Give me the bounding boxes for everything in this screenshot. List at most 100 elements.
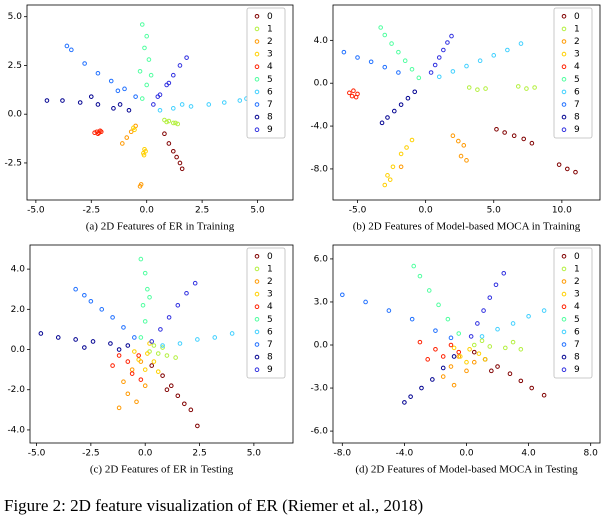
point	[188, 104, 194, 109]
point	[430, 377, 435, 382]
point	[340, 292, 345, 298]
point	[402, 58, 408, 64]
point	[82, 292, 87, 298]
point	[64, 43, 70, 49]
legend-box	[246, 7, 286, 139]
point	[417, 273, 423, 279]
point	[385, 115, 390, 120]
point	[125, 343, 131, 348]
point	[55, 335, 61, 340]
legend-marker	[254, 127, 260, 132]
point	[151, 343, 157, 348]
point	[129, 367, 135, 372]
point	[142, 319, 148, 324]
legend-label: 4	[574, 302, 580, 312]
legend-label: 7	[574, 100, 580, 110]
point	[147, 294, 152, 300]
point	[457, 354, 463, 359]
legend-marker	[254, 354, 260, 360]
point	[425, 357, 430, 362]
point	[142, 367, 148, 372]
point	[73, 286, 78, 292]
legend-marker	[254, 253, 260, 259]
plot-area	[44, 22, 249, 189]
point	[467, 347, 472, 352]
legend-label: 8	[574, 353, 580, 363]
point	[132, 349, 137, 354]
plot-area	[340, 263, 575, 405]
point	[177, 160, 183, 166]
point	[448, 364, 454, 369]
point	[175, 303, 181, 308]
point	[456, 349, 462, 355]
point	[487, 295, 493, 300]
subcaption: (d) 2D Features of Model-based MOCA in T…	[355, 464, 578, 476]
point	[389, 41, 394, 46]
legend-label: 1	[574, 264, 580, 274]
x-tick-label: -5.0	[28, 449, 46, 459]
point	[411, 263, 417, 269]
legend-marker	[561, 77, 567, 82]
legend-label: 2	[267, 277, 273, 287]
point	[121, 325, 126, 330]
point	[171, 72, 176, 78]
legend-marker	[561, 317, 567, 322]
legend-label: 7	[574, 340, 580, 350]
point	[188, 407, 194, 413]
point	[171, 106, 176, 111]
point	[155, 369, 161, 374]
legend-marker	[254, 89, 260, 95]
x-tick-label: 2.5	[192, 449, 206, 459]
legend-label: 6	[574, 87, 580, 97]
legend-label: 6	[574, 327, 580, 337]
legend-label: 9	[267, 125, 273, 135]
point	[529, 385, 534, 391]
legend-marker	[254, 39, 260, 44]
point	[440, 354, 446, 359]
point	[164, 353, 170, 358]
point	[450, 133, 456, 139]
point	[142, 45, 147, 51]
point	[69, 47, 74, 53]
point	[160, 343, 165, 348]
legend-label: 9	[574, 125, 580, 135]
point	[140, 303, 146, 308]
point	[526, 314, 531, 319]
legend-label: 1	[267, 264, 273, 274]
plot-area	[341, 25, 578, 188]
point	[458, 153, 464, 159]
point	[175, 121, 181, 127]
point	[445, 316, 451, 322]
point	[82, 61, 87, 66]
legend-marker	[254, 51, 260, 57]
point	[195, 423, 200, 429]
subcaption: (c) 2D Features of ER in Testing	[90, 464, 234, 476]
point	[511, 133, 517, 139]
point	[387, 177, 393, 182]
legend-label: 6	[267, 327, 273, 337]
point	[95, 102, 101, 107]
point	[175, 393, 181, 399]
point	[134, 399, 139, 405]
y-tick-label: -3.0	[310, 384, 328, 394]
x-tick-label: 5.0	[250, 206, 265, 216]
point	[491, 53, 497, 58]
point	[149, 363, 155, 368]
point	[182, 401, 187, 407]
point	[398, 151, 404, 157]
legend-label: 2	[574, 37, 580, 47]
point	[466, 85, 472, 90]
point	[495, 326, 500, 332]
point	[229, 331, 235, 336]
legend-label: 0	[574, 12, 580, 22]
point	[95, 131, 101, 136]
legend-label: 7	[267, 340, 273, 350]
point	[390, 164, 396, 170]
x-tick-label: 5.0	[247, 449, 262, 459]
x-tick-label: 0.0	[418, 206, 433, 216]
point	[171, 120, 176, 126]
point	[433, 347, 438, 352]
point	[436, 74, 442, 80]
point	[145, 351, 150, 356]
legend-marker	[254, 279, 260, 284]
